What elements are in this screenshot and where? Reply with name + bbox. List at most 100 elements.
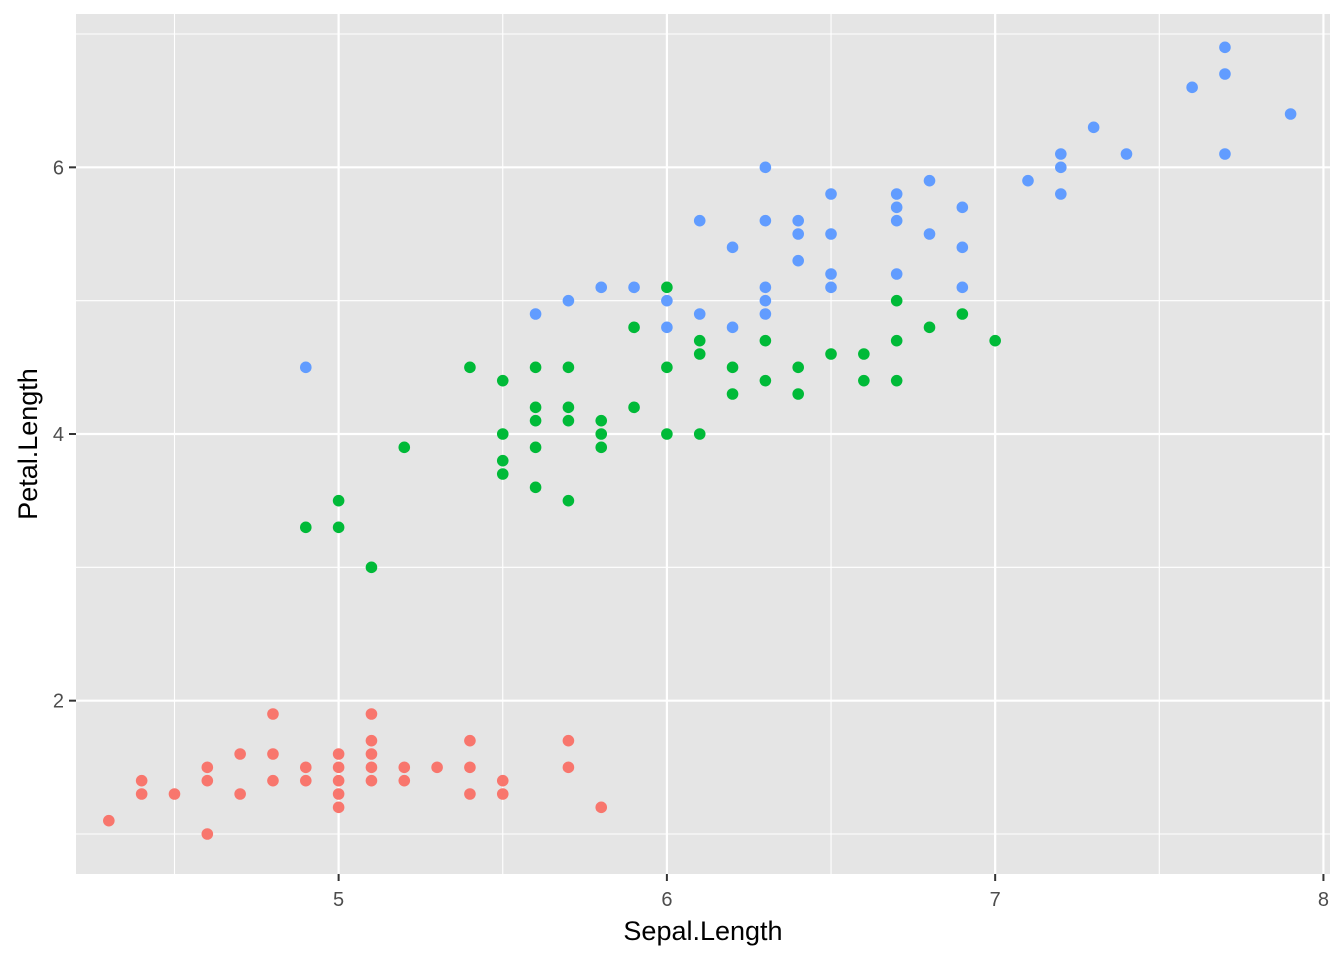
minor-gridlines (76, 14, 1330, 874)
data-point (661, 321, 673, 334)
plot-panel (76, 14, 1330, 874)
data-point (890, 268, 903, 280)
data-point (661, 281, 673, 294)
data-point (332, 494, 345, 507)
data-point (923, 321, 936, 334)
data-point (923, 174, 936, 187)
data-point (168, 788, 181, 800)
data-point (923, 228, 936, 240)
data-point (135, 788, 148, 800)
data-point (365, 761, 378, 774)
data-point (529, 481, 542, 494)
data-point (825, 281, 837, 294)
data-point (496, 468, 509, 480)
data-point (562, 494, 575, 507)
data-point (759, 334, 772, 347)
data-point (595, 281, 608, 294)
data-point (332, 801, 345, 814)
data-point (628, 321, 640, 334)
data-point (1186, 81, 1198, 94)
data-point (726, 361, 739, 374)
data-point (825, 188, 837, 200)
data-point (332, 521, 345, 534)
data-point (234, 748, 246, 760)
data-point (890, 334, 903, 347)
data-point (267, 774, 279, 787)
data-point (332, 788, 345, 800)
data-point (759, 374, 772, 387)
data-point (299, 361, 312, 374)
data-point (398, 441, 411, 454)
data-point (299, 761, 312, 774)
data-point (628, 281, 640, 294)
data-point (693, 334, 706, 347)
data-point (267, 748, 279, 760)
data-point (858, 374, 870, 387)
data-point (890, 201, 903, 214)
data-point (661, 361, 673, 374)
data-point (1219, 68, 1231, 80)
data-point (562, 361, 575, 374)
data-point (825, 348, 837, 360)
data-point (562, 734, 575, 747)
data-point (726, 321, 739, 334)
x-tick-label: 8 (1318, 889, 1329, 911)
y-tick-label: 6 (53, 157, 64, 179)
data-point (464, 788, 476, 800)
data-point (299, 774, 312, 787)
data-point (234, 788, 246, 800)
data-point (464, 361, 476, 374)
data-point (693, 348, 706, 360)
x-tick-label: 6 (661, 889, 672, 911)
data-point (496, 788, 509, 800)
data-point (365, 708, 378, 720)
data-point (332, 761, 345, 774)
data-point (562, 761, 575, 774)
data-point (201, 828, 214, 840)
data-point (989, 334, 1001, 347)
data-point (365, 774, 378, 787)
data-points (103, 41, 1297, 840)
x-tick-label: 5 (333, 889, 344, 911)
data-point (299, 521, 312, 534)
axis-ticks (69, 166, 1325, 881)
data-point (858, 348, 870, 360)
data-point (693, 214, 706, 227)
data-point (398, 774, 411, 787)
data-point (562, 414, 575, 427)
data-point (890, 294, 903, 307)
data-point (759, 214, 772, 227)
data-point (365, 748, 378, 760)
data-point (595, 414, 608, 427)
data-point (759, 294, 772, 307)
data-point (825, 268, 837, 280)
data-point (759, 308, 772, 320)
data-point (1219, 41, 1231, 54)
data-point (759, 281, 772, 294)
data-point (562, 401, 575, 414)
data-point (496, 454, 509, 467)
data-point (365, 561, 378, 574)
tick-labels: 5 6 7 8 2 4 6 (53, 157, 1329, 911)
x-tick-label: 7 (990, 889, 1001, 911)
y-tick-label: 4 (53, 424, 64, 446)
data-point (1120, 148, 1133, 160)
data-point (398, 761, 411, 774)
data-point (496, 774, 509, 787)
data-point (201, 761, 214, 774)
data-point (332, 774, 345, 787)
data-point (464, 761, 476, 774)
data-point (726, 388, 739, 400)
data-point (267, 708, 279, 720)
data-point (529, 401, 542, 414)
data-point (628, 401, 640, 414)
data-point (693, 428, 706, 440)
data-point (431, 761, 443, 774)
data-point (759, 161, 772, 174)
data-point (562, 294, 575, 307)
y-tick-label: 2 (53, 691, 64, 713)
data-point (1055, 148, 1067, 160)
data-point (1022, 174, 1034, 187)
data-point (332, 748, 345, 760)
